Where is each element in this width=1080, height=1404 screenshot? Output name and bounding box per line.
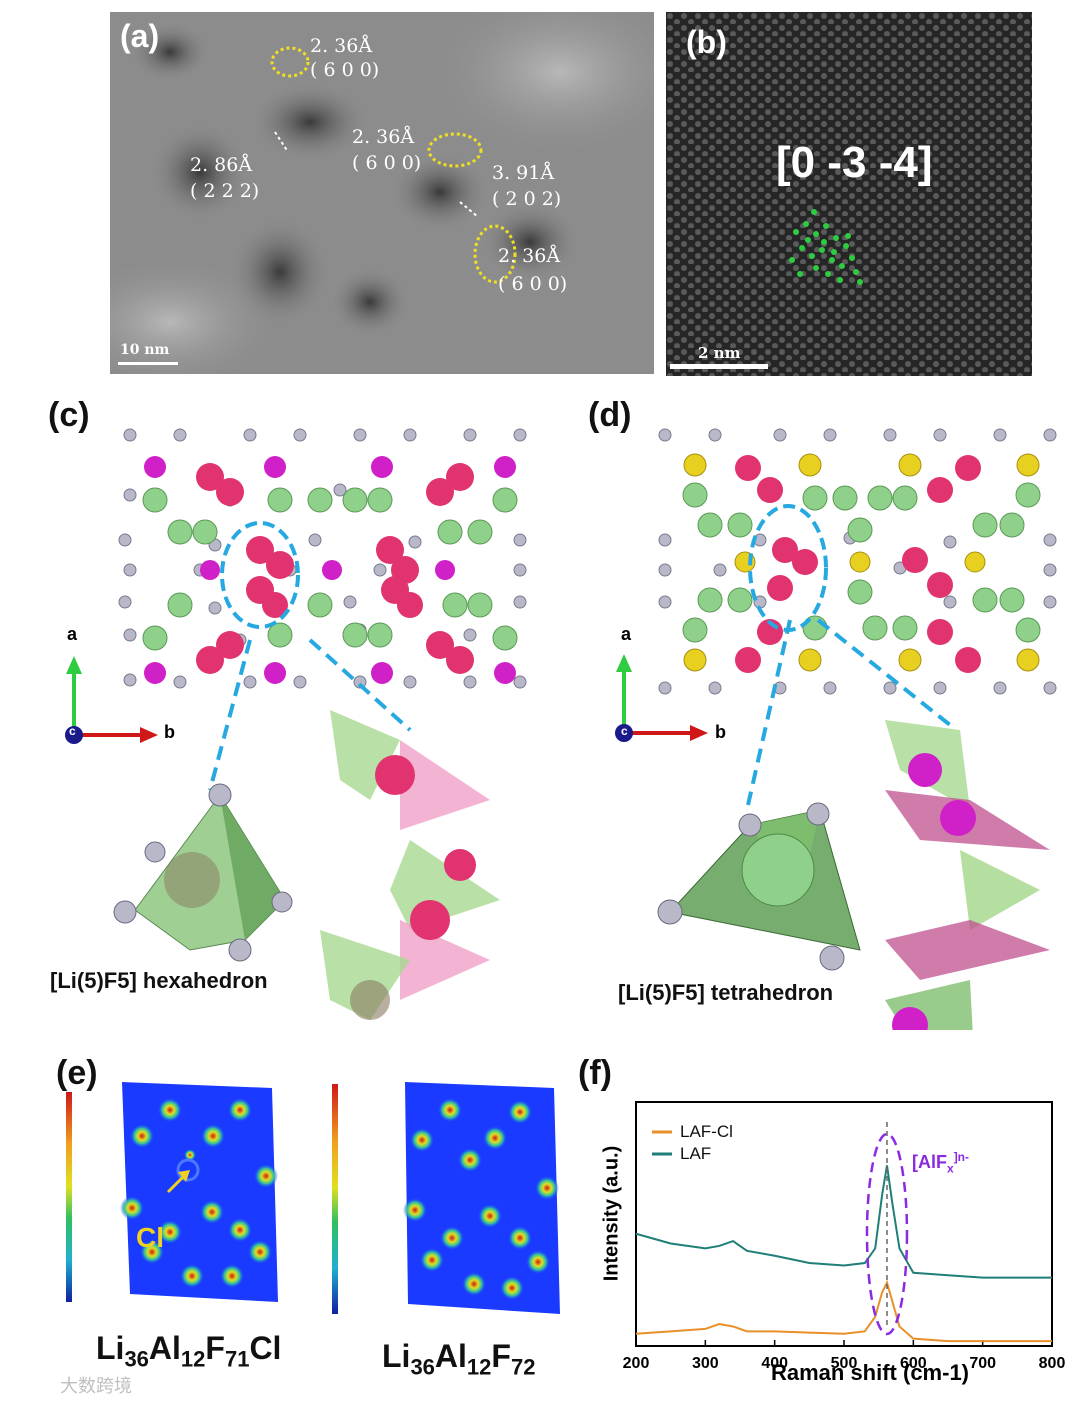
x-tick-label: 500 (831, 1355, 858, 1372)
panel-f-label: (f) (578, 1054, 612, 1092)
axis-a-label-d: a (621, 624, 632, 644)
panel-b-label: (b) (686, 24, 727, 60)
x-tick-label: 400 (761, 1355, 788, 1372)
x-tick-label: 300 (692, 1355, 719, 1372)
polyhedra-c (113, 638, 500, 1020)
zone-axis-label: [0 -3 -4] (776, 138, 933, 187)
peak-annotation: [AlFx]n- (912, 1150, 970, 1176)
panel-d-structure (650, 420, 1060, 710)
peak-ellipse (865, 1132, 909, 1336)
x-ticks: 200 300 400 500 600 700 800 (623, 1340, 1066, 1372)
panel-a: (a) 2. 36Å ( 6 0 0) 2. 86Å ( 2 2 2) 2. 3… (110, 12, 654, 374)
tem-image (110, 12, 654, 374)
colorbar-left (66, 1092, 72, 1302)
series-laf-cl-line (635, 1279, 1052, 1343)
x-tick-label: 800 (1039, 1355, 1066, 1372)
polyhedron-caption-c: [Li(5)F5] hexahedron (50, 968, 268, 993)
d-spacing-label: 2. 36Å ( 6 0 0) (498, 245, 568, 295)
x-tick-label: 200 (623, 1355, 650, 1372)
panel-c-structure (110, 420, 540, 710)
crystal-structure-d (658, 428, 1057, 695)
y-axis-label: Intensity (a.u.) (600, 1145, 623, 1282)
density-map-2 (405, 1082, 560, 1314)
chain-polyhedra (320, 710, 500, 1020)
polyhedra-d (657, 618, 1050, 1030)
cl-site-label: Cl (136, 1222, 164, 1253)
d-spacing-label: 2. 36Å ( 6 0 0) (310, 35, 380, 81)
x-tick-label: 600 (900, 1355, 927, 1372)
panel-b: (b) [0 -3 -4] 2 nm (666, 12, 1032, 376)
axis-b-label-c: b (164, 722, 175, 742)
axis-b-label-d: b (715, 722, 726, 742)
colorbar-right (332, 1084, 338, 1314)
legend-label-laf-cl: LAF-Cl (680, 1122, 733, 1141)
x-tick-label: 700 (969, 1355, 996, 1372)
atom-overlay (789, 209, 863, 285)
d-spacing-label: 2. 36Å ( 6 0 0) (352, 126, 422, 174)
watermark: 大数跨境 (60, 1376, 132, 1396)
axis-a-label-c: a (67, 624, 78, 644)
x-axis-label: Raman shift (cm-1) (770, 1360, 970, 1385)
scale-bar-label: 10 nm (120, 342, 170, 358)
series-laf-line (635, 1165, 1052, 1279)
formula-li36al12f71cl: Li36Al12F71Cl (96, 1330, 282, 1372)
scale-bar-label: 2 nm (698, 344, 741, 362)
density-spots-1 (120, 1098, 278, 1288)
panel-d-label: (d) (588, 396, 632, 434)
d-spacing-label: 3. 91Å ( 2 0 2) (492, 162, 562, 210)
axis-c-label-d: c (621, 724, 628, 738)
charge-density-maps (66, 1082, 560, 1314)
axes-indicator-c (65, 656, 158, 744)
panel-c-label: (c) (48, 396, 90, 434)
axes-indicator-d (615, 654, 708, 742)
polyhedron-caption-d: [Li(5)F5] tetrahedron (618, 980, 834, 1005)
raman-chart: 200 300 400 500 600 700 800 (623, 1101, 1066, 1372)
chain-polyhedra (885, 720, 1050, 1030)
panel-a-label: (a) (120, 18, 160, 54)
legend-label-laf: LAF (680, 1144, 712, 1163)
formula-li36al12f72: Li36Al12F72 (382, 1338, 536, 1380)
crystal-structure-c (118, 428, 527, 689)
d-spacing-label: 2. 86Å ( 2 2 2) (190, 154, 260, 202)
panel-e-label: (e) (56, 1054, 98, 1092)
axis-c-label-c: c (69, 724, 76, 738)
density-spots-2 (403, 1098, 559, 1300)
hrtem-image (666, 12, 1032, 376)
